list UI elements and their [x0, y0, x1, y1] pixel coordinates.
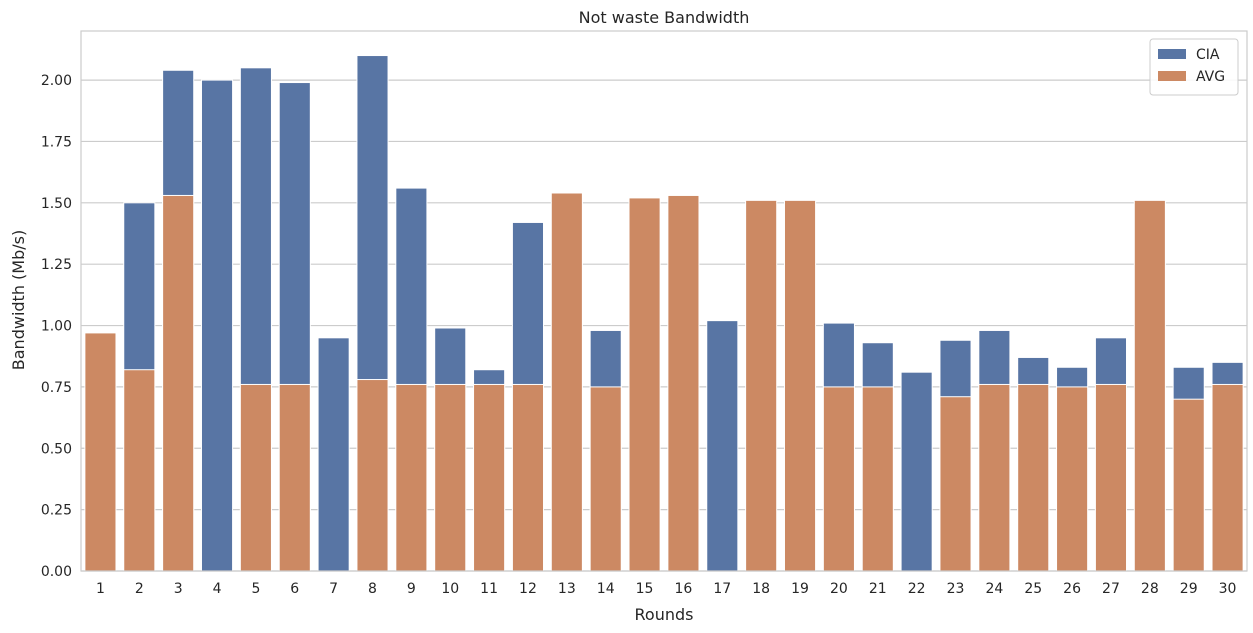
bar-avg-2 [123, 369, 156, 572]
x-tick-label: 8 [368, 581, 377, 597]
bar-avg-20 [822, 386, 855, 572]
bar-cia-17 [706, 320, 739, 572]
y-tick-label: 0.25 [41, 503, 72, 519]
bar-avg-5 [239, 383, 272, 572]
x-tick-label: 25 [1024, 581, 1042, 597]
x-tick-label: 1 [96, 581, 105, 597]
bar-avg-6 [278, 383, 311, 572]
x-tick-label: 7 [329, 581, 338, 597]
x-tick-label: 11 [480, 581, 498, 597]
x-tick-label: 24 [985, 581, 1003, 597]
y-tick-label: 0.75 [41, 380, 72, 396]
x-tick-label: 6 [290, 581, 299, 597]
bars [84, 55, 1244, 572]
bar-avg-30 [1211, 383, 1244, 572]
x-tick-label: 23 [947, 581, 965, 597]
bar-avg-19 [783, 199, 817, 572]
bar-avg-15 [628, 197, 661, 572]
x-tick-label: 21 [869, 581, 887, 597]
legend: CIA AVG [1149, 38, 1239, 96]
bar-avg-16 [667, 194, 700, 572]
legend-swatch-cia [1158, 49, 1186, 59]
bar-avg-27 [1094, 383, 1128, 572]
bar-avg-12 [511, 383, 545, 572]
bar-avg-11 [473, 383, 506, 572]
bar-avg-23 [939, 396, 972, 572]
bar-avg-13 [550, 192, 583, 572]
bar-cia-7 [317, 337, 350, 572]
x-tick-label: 13 [558, 581, 576, 597]
x-tick-label: 19 [791, 581, 809, 597]
x-tick-label: 18 [752, 581, 770, 597]
x-tick-label: 27 [1102, 581, 1120, 597]
x-tick-label: 12 [519, 581, 537, 597]
y-tick-label: 1.00 [41, 319, 72, 335]
x-tick-label: 30 [1219, 581, 1237, 597]
y-tick-label: 0.50 [41, 441, 72, 457]
x-tick-label: 16 [675, 581, 693, 597]
chart-title: Not waste Bandwidth [579, 8, 750, 27]
legend-label-avg: AVG [1196, 69, 1225, 85]
bar-avg-29 [1172, 398, 1205, 572]
x-tick-label: 22 [908, 581, 926, 597]
bar-avg-8 [356, 379, 389, 572]
legend-box [1149, 38, 1239, 96]
bar-avg-28 [1133, 199, 1166, 572]
y-axis-ticks: 0.00 0.25 0.50 0.75 1.00 1.25 1.50 1.75 2.00 [41, 73, 72, 580]
y-tick-label: 0.00 [41, 564, 72, 580]
x-tick-label: 14 [597, 581, 615, 597]
x-tick-label: 15 [636, 581, 654, 597]
y-tick-label: 1.25 [41, 257, 72, 273]
y-tick-label: 1.75 [41, 134, 72, 150]
grid [81, 79, 1247, 572]
legend-label-cia: CIA [1196, 47, 1220, 63]
bar-cia-4 [200, 79, 234, 572]
bar-avg-10 [434, 383, 467, 572]
x-tick-label: 2 [135, 581, 144, 597]
x-axis-ticks: 1 2 3 4 5 6 7 8 9 10 11 12 13 14 15 16 17 18 19 20 21 22 23 24 2… [96, 581, 1237, 597]
bar-avg-3 [162, 194, 195, 572]
x-tick-label: 28 [1141, 581, 1159, 597]
x-tick-label: 20 [830, 581, 848, 597]
y-axis-label: Bandwidth (Mb/s) [9, 230, 28, 370]
bar-avg-1 [84, 332, 117, 572]
bar-avg-14 [589, 386, 622, 572]
bar-avg-21 [861, 386, 894, 572]
y-tick-label: 2.00 [41, 73, 72, 89]
y-tick-label: 1.50 [41, 196, 72, 212]
x-tick-label: 10 [441, 581, 459, 597]
bar-avg-25 [1017, 383, 1050, 572]
bar-cia-22 [900, 371, 933, 572]
x-tick-label: 9 [407, 581, 416, 597]
bar-avg-18 [745, 199, 778, 572]
x-tick-label: 17 [713, 581, 731, 597]
x-tick-label: 29 [1180, 581, 1198, 597]
x-axis-label: Rounds [635, 605, 694, 624]
bar-avg-24 [978, 383, 1011, 572]
legend-swatch-avg [1158, 71, 1186, 81]
x-tick-label: 4 [213, 581, 222, 597]
bar-avg-26 [1056, 386, 1089, 572]
x-tick-label: 5 [251, 581, 260, 597]
x-tick-label: 3 [174, 581, 183, 597]
x-tick-label: 26 [1063, 581, 1081, 597]
plot-frame [80, 30, 1248, 572]
bar-avg-9 [395, 383, 428, 572]
